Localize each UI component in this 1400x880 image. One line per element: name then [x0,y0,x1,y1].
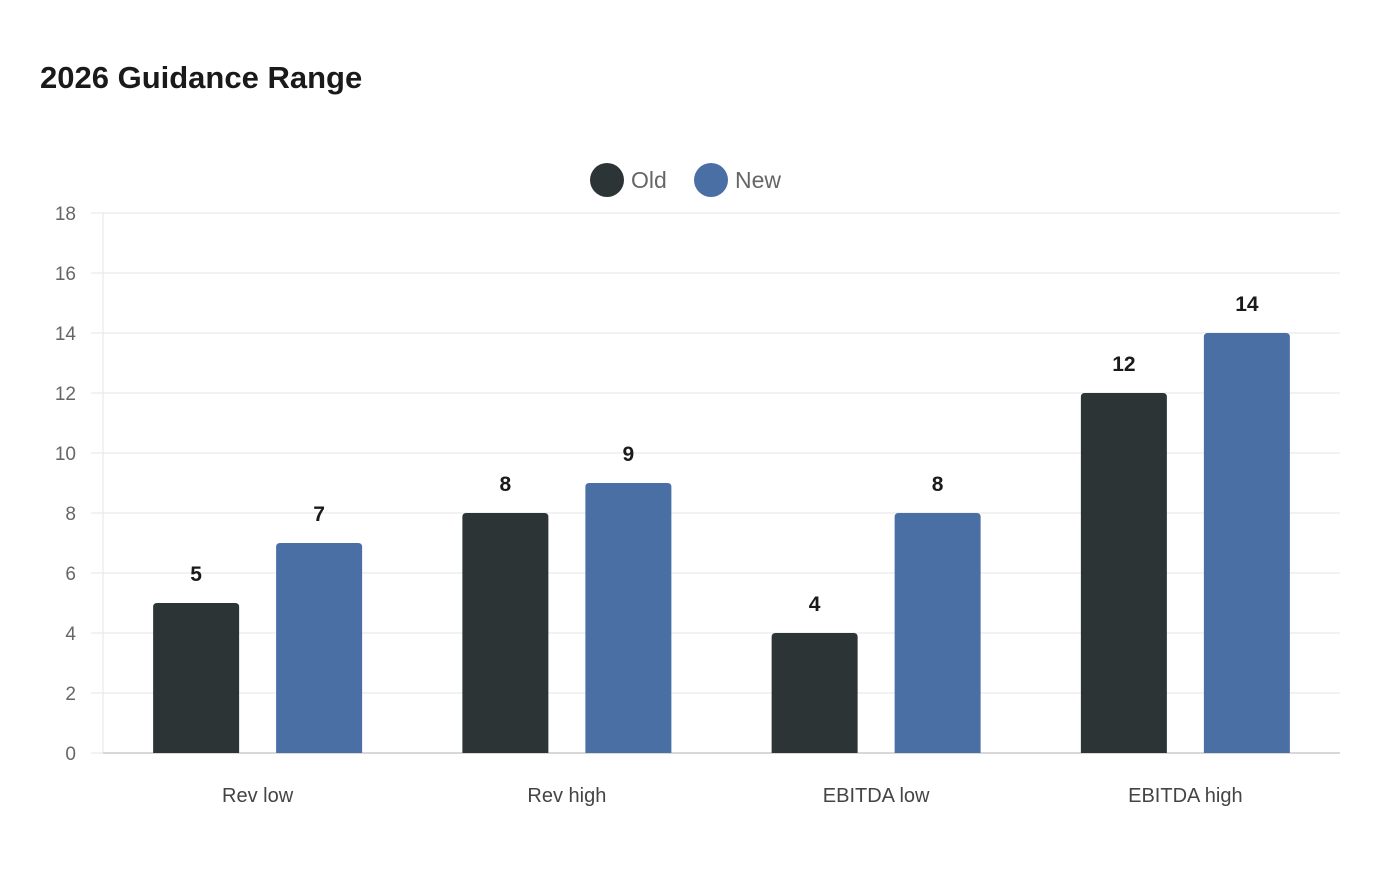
bar-new [276,543,363,753]
y-tick-label: 8 [65,504,76,525]
data-label: 5 [190,563,202,586]
x-tick-label: EBITDA low [823,785,930,807]
y-tick-label: 12 [55,384,76,405]
chart-title: 2026 Guidance Range [40,60,363,95]
bar-old [1080,393,1167,753]
x-tick-label: Rev high [527,785,606,807]
bar-old [771,633,858,753]
data-label: 9 [623,443,635,466]
data-label: 7 [313,503,325,526]
legend-swatch-old [590,163,624,197]
data-label: 8 [500,473,512,496]
x-tick-label: EBITDA high [1128,785,1243,807]
y-tick-label: 4 [65,624,76,645]
y-tick-label: 0 [65,744,76,765]
bar-new [585,483,672,753]
data-labels: 5 7 8 9 4 8 12 14 [190,293,1259,616]
y-tick-label: 10 [55,444,76,465]
legend-label-new: New [735,167,781,193]
y-tick-label: 18 [55,204,76,225]
y-tick-label: 6 [65,564,76,585]
y-tick-label: 2 [65,684,76,705]
bars [153,333,1290,753]
data-label: 14 [1235,293,1259,316]
legend-swatch-new [694,163,728,197]
data-label: 12 [1112,353,1135,376]
y-tick-label: 16 [55,264,76,285]
x-tick-label: Rev low [222,785,294,807]
legend-label-old: Old [631,167,667,193]
bar-new [1203,333,1290,753]
y-tick-label: 14 [55,324,77,345]
bar-new [894,513,981,753]
legend: Old New [590,163,781,197]
axes: 0 2 4 6 8 10 12 14 16 18 Rev low Rev high EBITDA low… [55,204,1340,807]
bar-old [462,513,549,753]
data-label: 4 [809,593,821,616]
bar-old [153,603,240,753]
data-label: 8 [932,473,944,496]
